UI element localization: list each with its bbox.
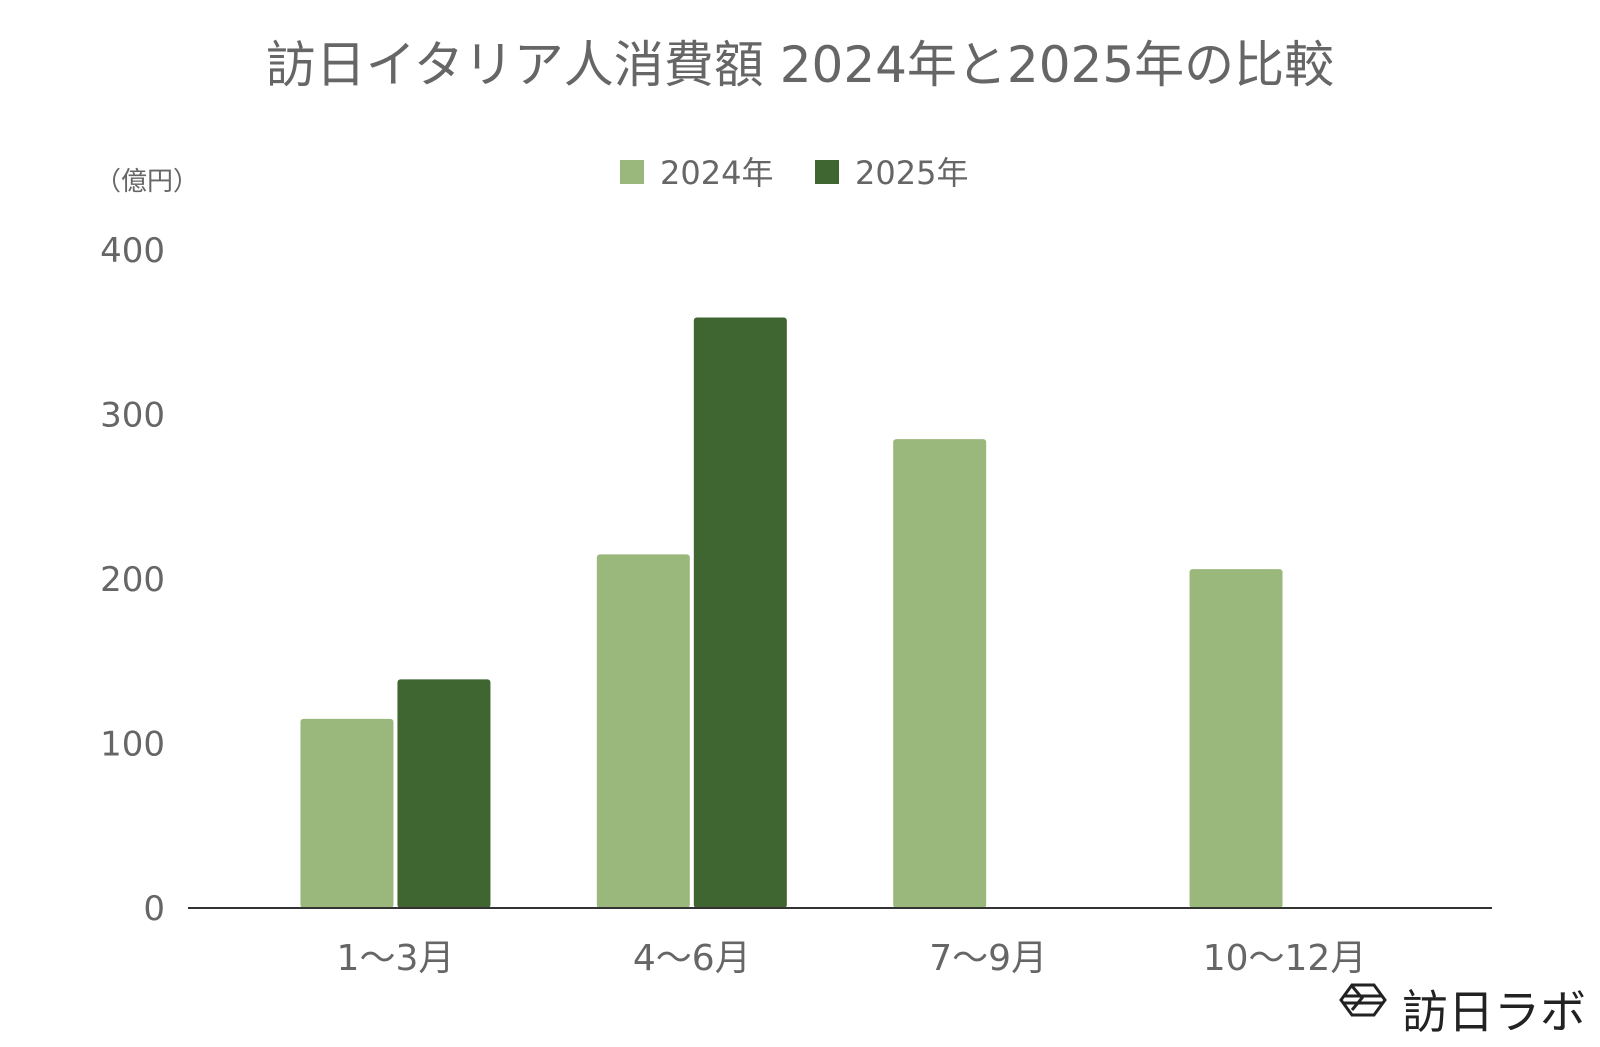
bar-2024年-7〜9月 <box>893 439 987 908</box>
legend-label-2025: 2025年 <box>855 154 968 192</box>
bar-2024年-4〜6月 <box>596 554 690 908</box>
x-tick-label: 10〜12月 <box>1203 938 1367 979</box>
bars <box>300 317 1283 908</box>
y-tick-label: 200 <box>100 560 165 600</box>
bar-2025年-4〜6月 <box>693 317 787 908</box>
hexagon-logo-icon <box>1339 983 1387 1017</box>
brand-name: 訪日ラボ <box>1402 985 1586 1039</box>
bar-2024年-10〜12月 <box>1189 569 1283 908</box>
x-tick-label: 7〜9月 <box>929 938 1047 979</box>
chart-title: 訪日イタリア人消費額 2024年と2025年の比較 <box>266 36 1334 94</box>
legend: 2024年 2025年 <box>620 154 968 192</box>
y-tick-label: 0 <box>143 889 165 929</box>
bar-2024年-1〜3月 <box>300 718 394 908</box>
legend-label-2024: 2024年 <box>660 154 773 192</box>
bar-2025年-1〜3月 <box>397 679 491 908</box>
brand-logo: 訪日ラボ <box>1339 983 1586 1039</box>
legend-swatch-2025 <box>815 160 839 184</box>
x-axis-labels: 1〜3月 4〜6月 7〜9月 10〜12月 <box>337 938 1367 979</box>
x-tick-label: 1〜3月 <box>337 938 455 979</box>
y-tick-label: 100 <box>100 725 165 765</box>
x-tick-label: 4〜6月 <box>633 938 751 979</box>
y-unit-label: （億円） <box>95 167 199 197</box>
y-tick-label: 300 <box>100 396 165 436</box>
y-axis-ticks: 0 100 200 300 400 <box>100 231 165 929</box>
y-tick-label: 400 <box>100 231 165 271</box>
legend-swatch-2024 <box>620 160 644 184</box>
